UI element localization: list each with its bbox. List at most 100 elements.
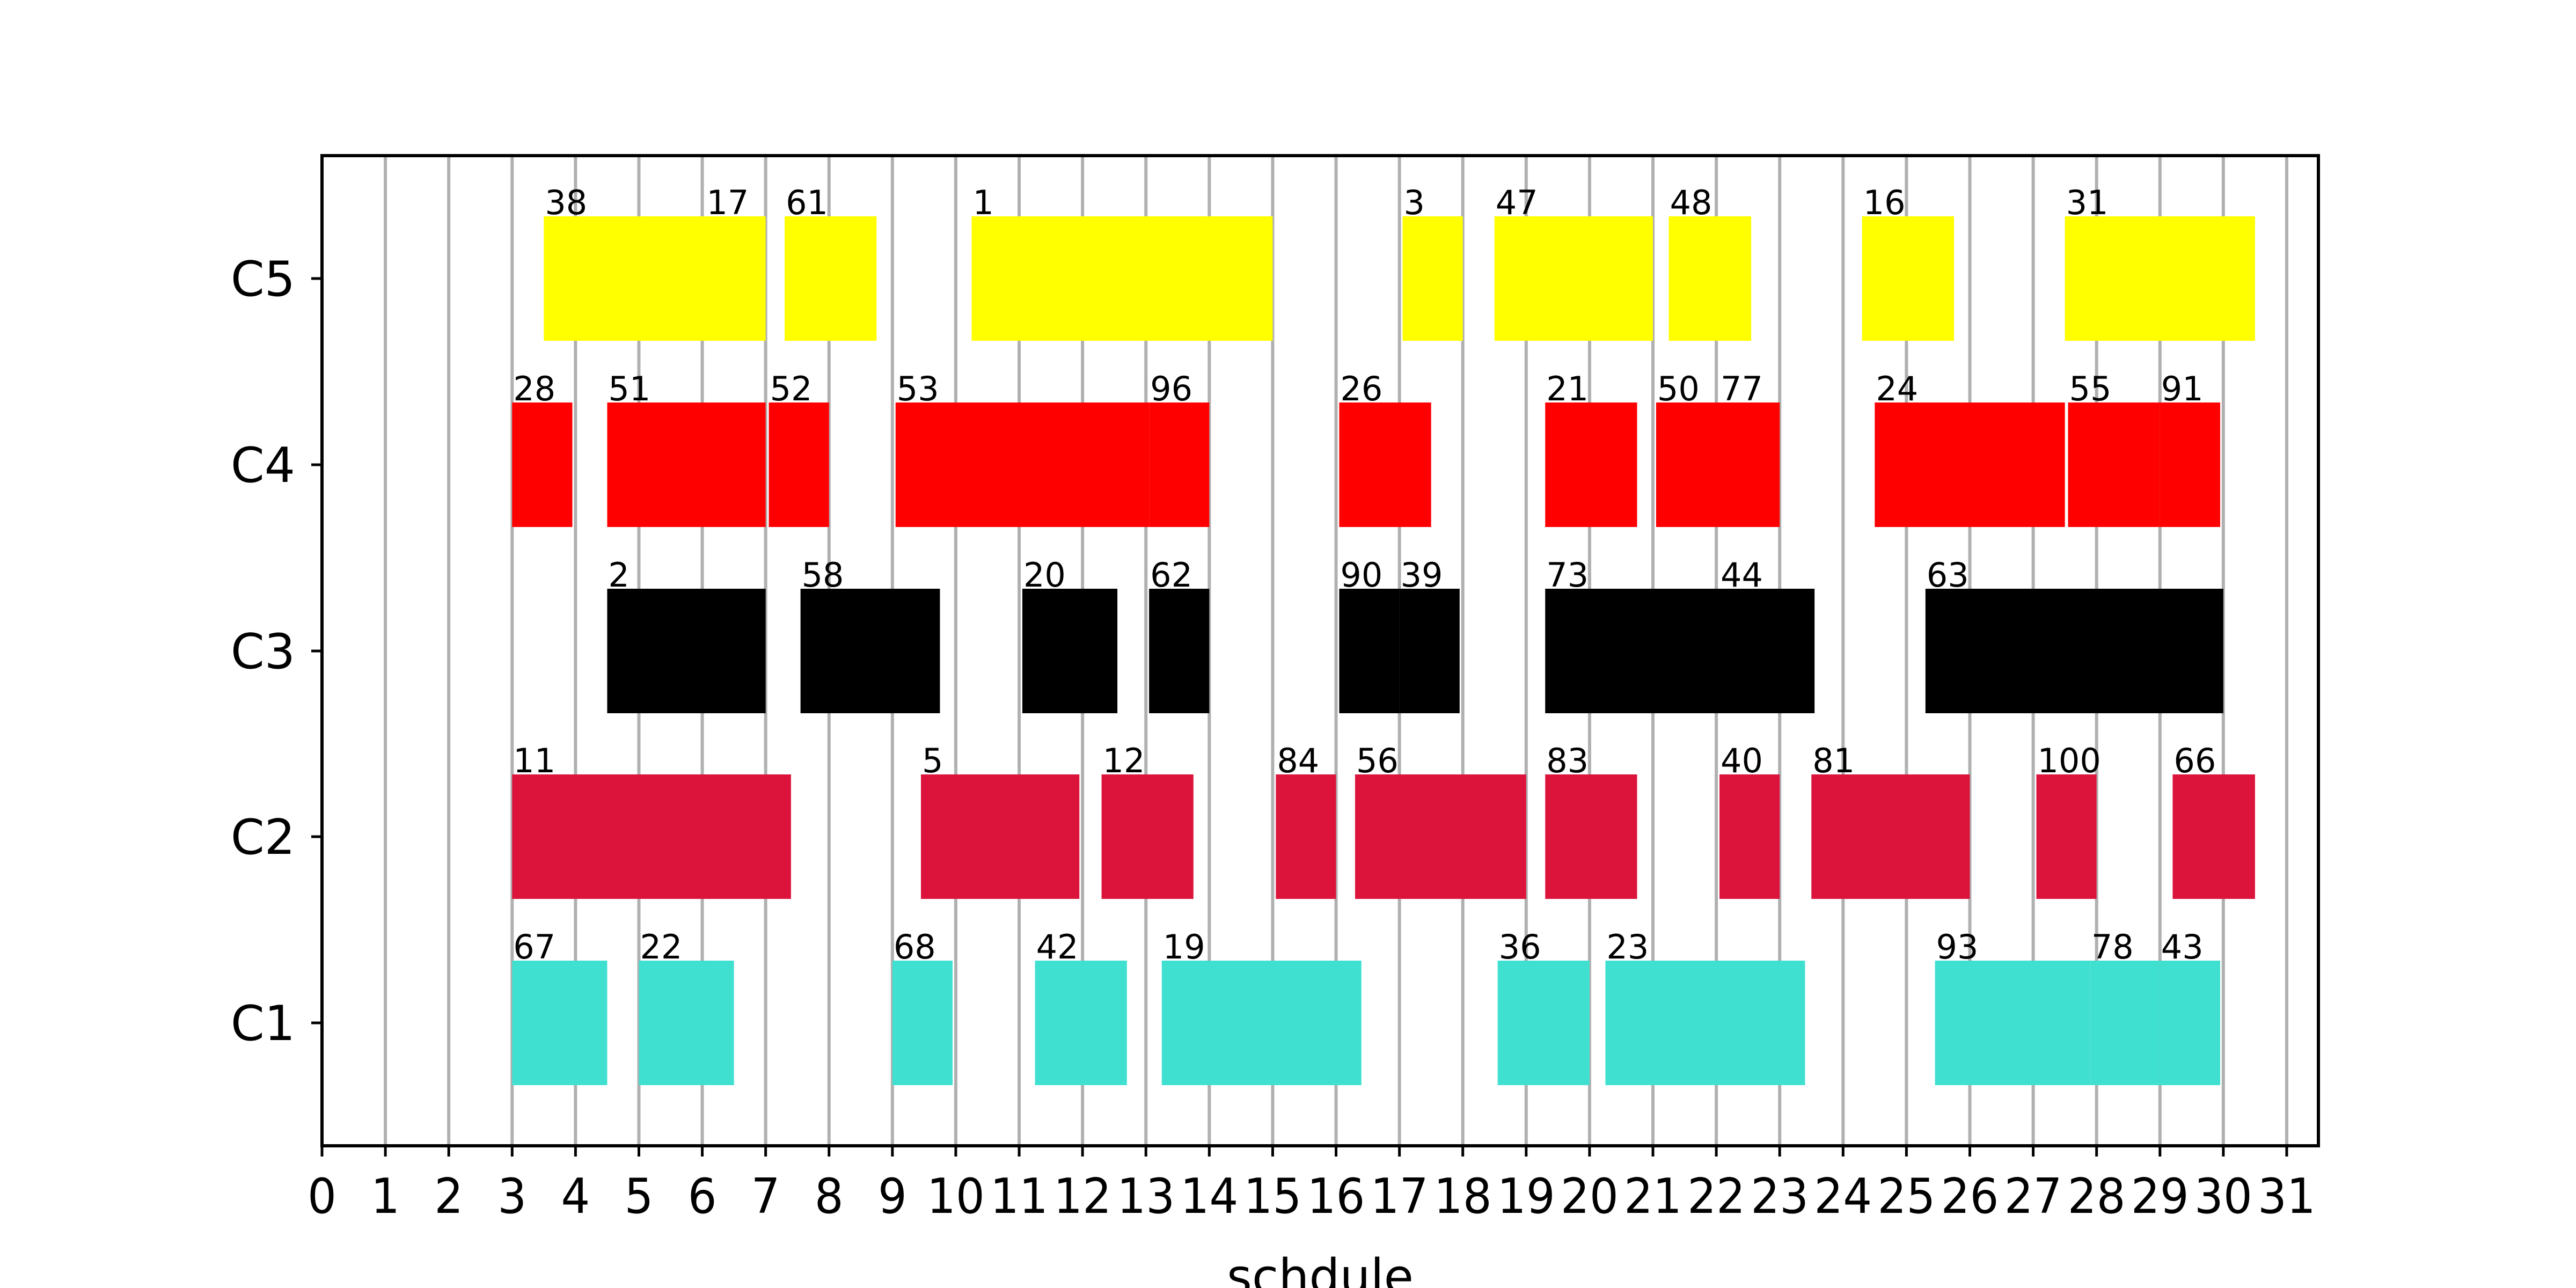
task-bar-c3-44 — [1719, 589, 1815, 713]
task-label-c4-55: 55 — [2069, 369, 2112, 408]
x-axis-ticks: 0 1 2 3 4 5 6 7 8 9 10 11 12 13 14 15 16 17 18 19 20 21 22 23 24… — [308, 1146, 2316, 1225]
x-tick-label-24: 24 — [1814, 1168, 1872, 1225]
task-label-c3-58: 58 — [802, 555, 844, 595]
task-bar-c5-1 — [971, 216, 1273, 341]
x-tick-label-10: 10 — [927, 1168, 985, 1225]
task-label-c4-77: 77 — [1721, 369, 1763, 408]
task-bar-c1-93 — [1935, 961, 2090, 1085]
task-bar-c4-53 — [895, 402, 1150, 527]
x-tick-label-21: 21 — [1624, 1168, 1682, 1225]
task-label-c4-26: 26 — [1340, 369, 1382, 408]
task-bar-c4-51 — [607, 402, 766, 527]
y-tick-label-c4: C4 — [231, 437, 295, 494]
task-label-c3-90: 90 — [1340, 555, 1382, 595]
task-label-c1-67: 67 — [513, 927, 555, 967]
task-bar-c5-3 — [1402, 216, 1463, 341]
task-label-c2-12: 12 — [1103, 741, 1145, 780]
task-bar-c4-91 — [2160, 402, 2220, 527]
x-tick-label-1: 1 — [371, 1168, 400, 1225]
task-bar-c1-23 — [1605, 961, 1805, 1085]
task-label-c3-73: 73 — [1546, 555, 1589, 595]
task-bar-c2-83 — [1545, 774, 1637, 899]
x-tick-label-12: 12 — [1053, 1168, 1111, 1225]
task-bar-c5-17 — [705, 216, 766, 341]
task-label-c1-68: 68 — [894, 927, 936, 967]
task-label-c1-36: 36 — [1499, 927, 1541, 967]
task-label-c2-66: 66 — [2174, 741, 2216, 780]
task-bar-c5-38 — [544, 216, 706, 341]
task-label-c5-16: 16 — [1863, 183, 1906, 222]
y-axis-ticks: C1 C2 C3 C4 C5 — [231, 251, 322, 1052]
x-tick-label-23: 23 — [1751, 1168, 1809, 1225]
x-tick-label-7: 7 — [751, 1168, 780, 1225]
x-axis-title: schdule — [1227, 1249, 1414, 1288]
task-label-c1-19: 19 — [1163, 927, 1205, 967]
x-tick-label-27: 27 — [2004, 1168, 2062, 1225]
x-tick-label-15: 15 — [1243, 1168, 1301, 1225]
task-bar-c2-56 — [1355, 774, 1526, 899]
task-label-c5-3: 3 — [1404, 183, 1425, 222]
task-bar-c4-55 — [2068, 402, 2160, 527]
task-label-c1-22: 22 — [640, 927, 682, 967]
task-label-c4-51: 51 — [608, 369, 650, 408]
task-bar-c5-16 — [1862, 216, 1954, 341]
task-bar-c2-5 — [921, 774, 1080, 899]
task-label-c2-84: 84 — [1277, 741, 1319, 780]
task-label-c4-52: 52 — [770, 369, 813, 408]
task-bar-c3-63 — [1925, 589, 2223, 713]
task-bar-c2-84 — [1276, 774, 1336, 899]
task-label-c2-81: 81 — [1812, 741, 1855, 780]
task-label-c3-20: 20 — [1023, 555, 1066, 595]
x-tick-label-28: 28 — [2068, 1168, 2126, 1225]
task-label-c3-63: 63 — [1927, 555, 1969, 595]
task-label-c1-42: 42 — [1036, 927, 1079, 967]
task-bar-c2-66 — [2172, 774, 2255, 899]
task-bar-c4-28 — [512, 402, 573, 527]
x-tick-label-19: 19 — [1497, 1168, 1555, 1225]
task-label-c4-91: 91 — [2161, 369, 2204, 408]
task-bars — [512, 216, 2255, 1085]
x-tick-label-3: 3 — [497, 1168, 526, 1225]
task-bar-c5-31 — [2065, 216, 2255, 341]
task-bar-c3-90 — [1339, 589, 1400, 713]
y-tick-label-c2: C2 — [231, 809, 295, 866]
task-label-c4-28: 28 — [513, 369, 555, 408]
x-tick-label-26: 26 — [1941, 1168, 1999, 1225]
task-label-c4-53: 53 — [897, 369, 939, 408]
task-bar-c2-40 — [1719, 774, 1780, 899]
task-bar-c2-11 — [512, 774, 791, 899]
task-label-c5-38: 38 — [545, 183, 587, 222]
x-tick-label-16: 16 — [1307, 1168, 1365, 1225]
task-bar-c3-62 — [1149, 589, 1210, 713]
task-bar-c1-22 — [639, 961, 734, 1085]
task-bar-c3-39 — [1399, 589, 1460, 713]
task-bar-c2-100 — [2036, 774, 2097, 899]
task-label-c5-47: 47 — [1496, 183, 1538, 222]
task-bar-c1-19 — [1161, 961, 1362, 1085]
task-bar-c5-47 — [1494, 216, 1653, 341]
task-label-c2-11: 11 — [513, 741, 555, 780]
task-label-c3-44: 44 — [1721, 555, 1763, 595]
x-tick-label-11: 11 — [990, 1168, 1048, 1225]
task-bar-c3-73 — [1545, 589, 1719, 713]
task-label-c2-5: 5 — [922, 741, 943, 780]
task-bar-c2-12 — [1101, 774, 1194, 899]
task-label-c4-50: 50 — [1657, 369, 1700, 408]
x-tick-label-14: 14 — [1180, 1168, 1238, 1225]
task-bar-c1-36 — [1497, 961, 1590, 1085]
task-bar-c4-77 — [1719, 402, 1780, 527]
task-label-c4-24: 24 — [1876, 369, 1918, 408]
task-label-c1-78: 78 — [2091, 927, 2134, 967]
task-label-c5-48: 48 — [1670, 183, 1713, 222]
task-label-c3-39: 39 — [1401, 555, 1443, 595]
task-label-c5-31: 31 — [2066, 183, 2109, 222]
task-bar-c1-68 — [892, 961, 953, 1085]
task-bar-c4-26 — [1339, 402, 1431, 527]
x-tick-label-4: 4 — [561, 1168, 590, 1225]
x-tick-label-22: 22 — [1687, 1168, 1745, 1225]
task-bar-c3-2 — [607, 589, 766, 713]
task-label-c5-61: 61 — [786, 183, 828, 222]
task-label-c3-2: 2 — [608, 555, 629, 595]
